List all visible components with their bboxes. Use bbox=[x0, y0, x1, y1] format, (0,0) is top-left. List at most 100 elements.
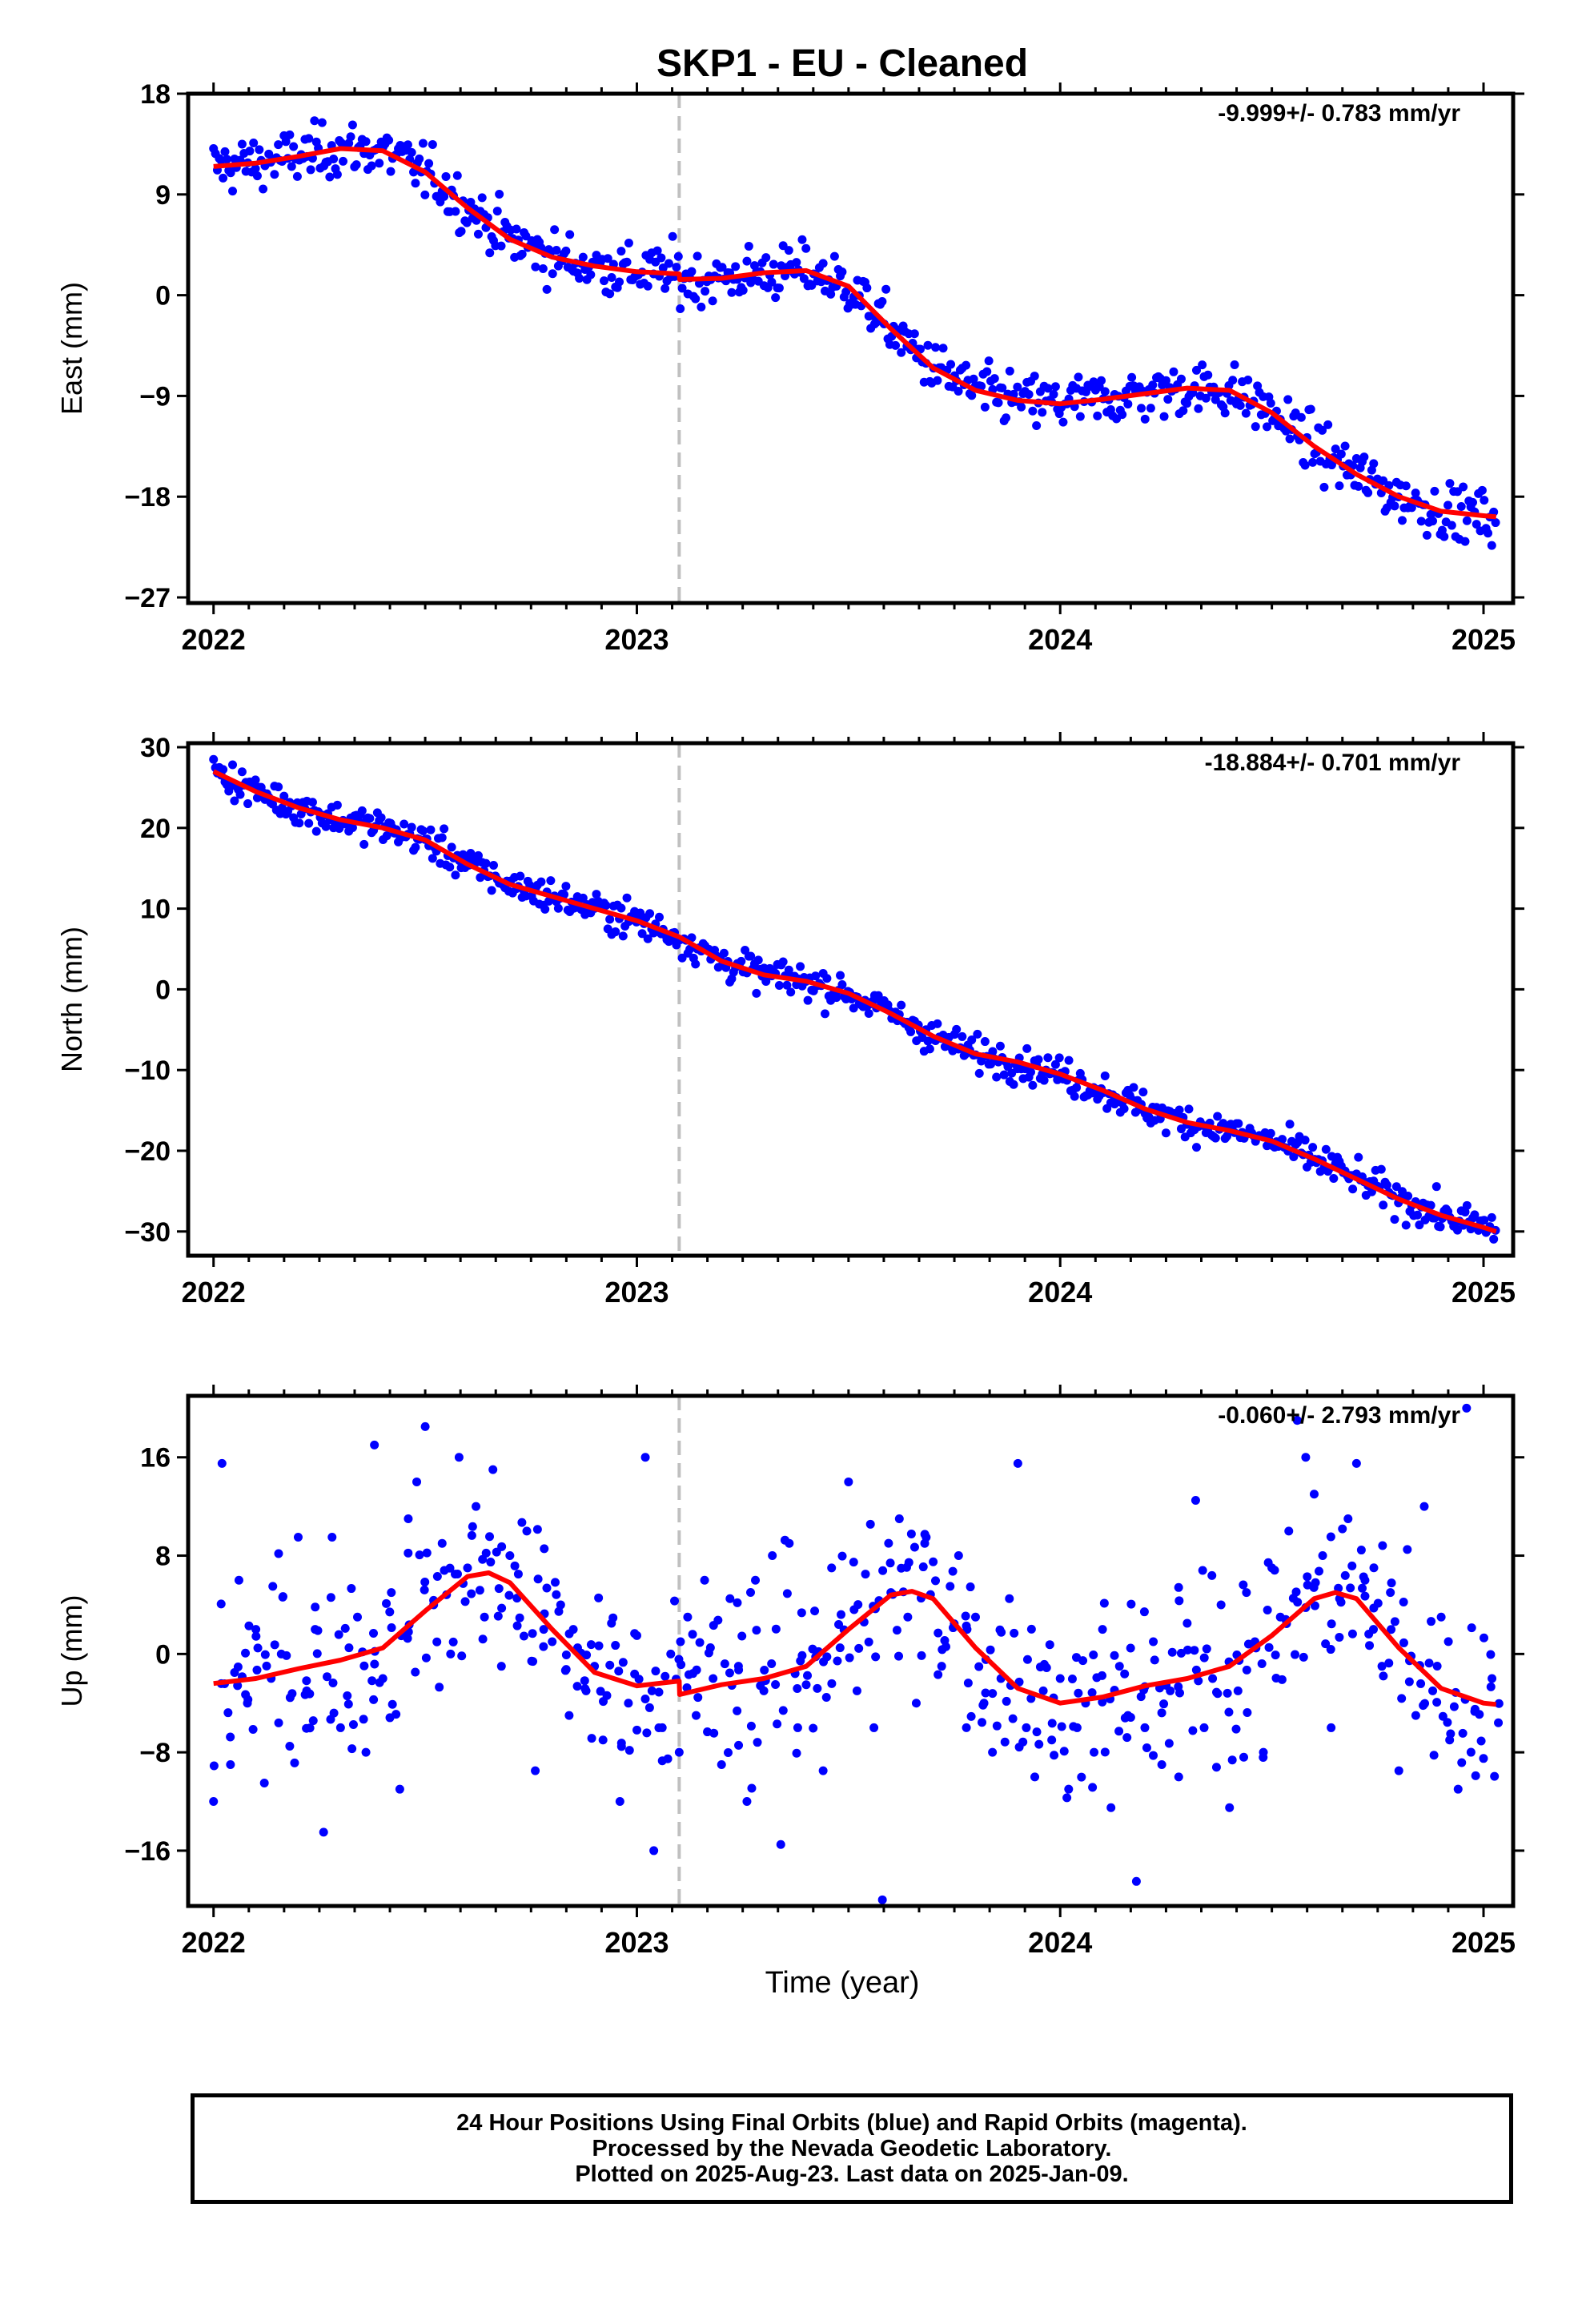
data-point bbox=[746, 1721, 756, 1731]
data-point bbox=[640, 1694, 650, 1703]
data-point bbox=[605, 1660, 615, 1670]
data-point bbox=[332, 800, 342, 810]
x-tick-label: 2025 bbox=[1452, 1276, 1516, 1309]
data-point bbox=[970, 1612, 980, 1622]
data-point bbox=[456, 227, 466, 236]
data-points bbox=[209, 1403, 1504, 1904]
data-point bbox=[841, 287, 851, 296]
data-point bbox=[279, 791, 289, 801]
data-point bbox=[1188, 1726, 1198, 1735]
data-point bbox=[799, 274, 809, 283]
data-point bbox=[918, 1562, 928, 1572]
data-point bbox=[252, 171, 262, 181]
data-point bbox=[420, 190, 430, 199]
data-point bbox=[1264, 1642, 1274, 1652]
data-point bbox=[550, 225, 560, 235]
y-tick-label: 8 bbox=[155, 1542, 171, 1572]
data-point bbox=[607, 272, 616, 282]
data-point bbox=[575, 274, 584, 283]
data-point bbox=[676, 1637, 685, 1647]
data-point bbox=[1070, 1092, 1079, 1101]
data-point bbox=[1460, 537, 1470, 546]
data-point bbox=[220, 147, 230, 156]
data-point bbox=[784, 246, 793, 255]
data-point bbox=[270, 170, 279, 179]
footer-line-3: Plotted on 2025-Aug-23. Last data on 202… bbox=[575, 2161, 1129, 2187]
data-point bbox=[561, 1651, 571, 1660]
data-point bbox=[255, 145, 264, 155]
y-tick-label: −27 bbox=[124, 583, 171, 613]
data-point bbox=[1030, 1772, 1040, 1782]
data-point bbox=[237, 767, 247, 777]
data-point bbox=[622, 893, 632, 903]
data-point bbox=[990, 374, 999, 384]
data-point bbox=[446, 1649, 456, 1659]
data-point bbox=[1191, 1495, 1200, 1505]
data-point bbox=[538, 264, 548, 274]
data-point bbox=[1369, 459, 1379, 468]
data-point bbox=[1030, 372, 1039, 381]
data-point bbox=[1122, 1733, 1132, 1743]
data-point bbox=[1416, 517, 1426, 526]
data-point bbox=[1390, 501, 1399, 511]
data-point bbox=[1358, 1583, 1367, 1593]
data-point bbox=[1300, 460, 1310, 470]
data-point bbox=[759, 1686, 769, 1695]
data-point bbox=[1024, 389, 1034, 399]
data-point bbox=[1283, 395, 1293, 404]
data-point bbox=[1447, 521, 1456, 530]
data-point bbox=[969, 374, 978, 384]
data-point bbox=[979, 1699, 989, 1708]
data-point bbox=[643, 281, 652, 291]
data-point bbox=[637, 929, 647, 939]
data-point bbox=[594, 1593, 604, 1602]
plot-frame bbox=[186, 1393, 1516, 1908]
data-point bbox=[962, 1723, 971, 1732]
data-point bbox=[1022, 1723, 1031, 1732]
data-point bbox=[262, 1661, 271, 1671]
data-point bbox=[1163, 395, 1173, 404]
data-point bbox=[618, 1658, 628, 1667]
data-point bbox=[742, 256, 752, 266]
data-point bbox=[1028, 1080, 1038, 1090]
data-point bbox=[448, 1637, 458, 1647]
data-point bbox=[251, 1631, 261, 1641]
data-point bbox=[304, 134, 314, 143]
data-point bbox=[1251, 422, 1260, 432]
x-tick-label: 2024 bbox=[1028, 623, 1092, 656]
data-point bbox=[1343, 1514, 1353, 1523]
data-point bbox=[1106, 1803, 1116, 1812]
data-point bbox=[292, 171, 302, 181]
data-point bbox=[460, 1597, 470, 1606]
data-point bbox=[435, 1683, 444, 1692]
data-point bbox=[497, 1542, 507, 1551]
data-point bbox=[488, 860, 498, 870]
data-point bbox=[496, 241, 506, 251]
data-point bbox=[978, 1718, 987, 1727]
data-point bbox=[767, 1659, 777, 1669]
data-point bbox=[1292, 1416, 1302, 1425]
data-point bbox=[1376, 1164, 1386, 1174]
data-point bbox=[1296, 412, 1306, 422]
data-point bbox=[1176, 374, 1186, 384]
data-point bbox=[1347, 1629, 1357, 1638]
data-point bbox=[1340, 441, 1350, 451]
data-point bbox=[367, 161, 376, 171]
data-point bbox=[274, 140, 283, 150]
data-point bbox=[578, 893, 588, 903]
data-point bbox=[725, 1594, 735, 1603]
data-point bbox=[1089, 1651, 1098, 1660]
data-point bbox=[1480, 496, 1489, 505]
data-point bbox=[477, 193, 487, 203]
data-point bbox=[1074, 1688, 1083, 1698]
data-point bbox=[1242, 1588, 1251, 1598]
footer-info-box: 24 Hour Positions Using Final Orbits (bl… bbox=[191, 2093, 1513, 2204]
data-point bbox=[713, 1615, 723, 1625]
east-panel: 18 9 0 −9 −18 −27 2022 2023 2024 2025 East (mm) -9.… bbox=[55, 79, 1524, 656]
data-point bbox=[738, 285, 748, 295]
data-point bbox=[1182, 399, 1192, 408]
data-point bbox=[476, 873, 485, 883]
data-point bbox=[228, 760, 238, 770]
data-point bbox=[980, 402, 990, 412]
data-point bbox=[884, 1538, 893, 1548]
